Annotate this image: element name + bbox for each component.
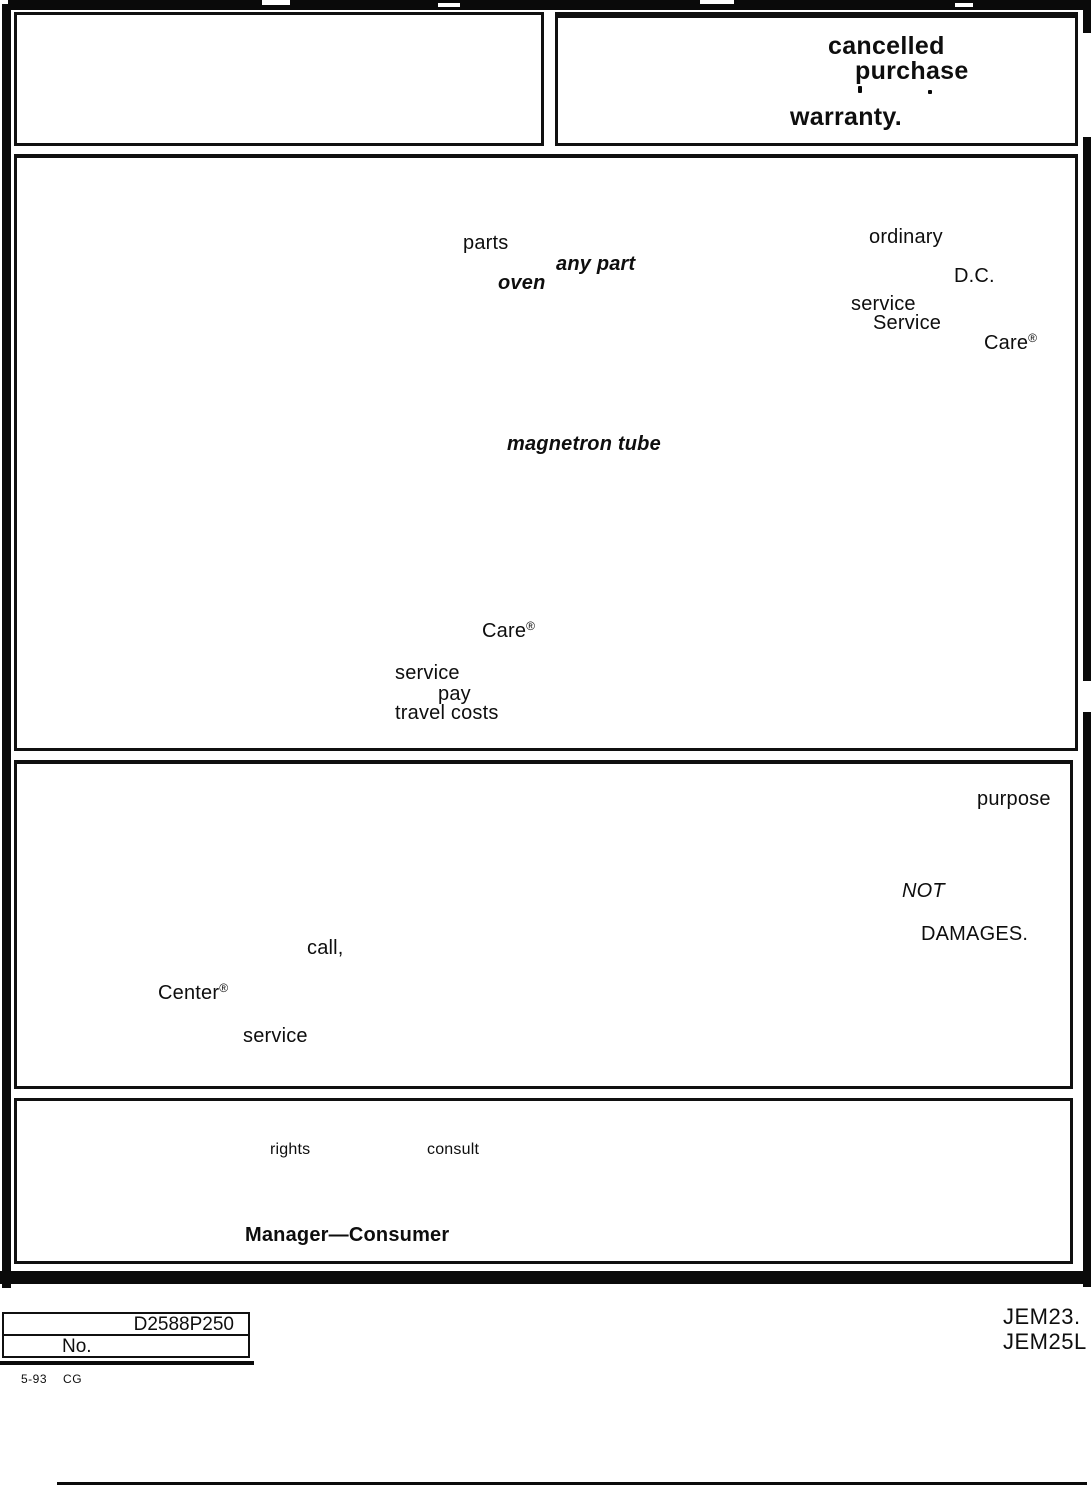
word-magnetron-tube: magnetron tube bbox=[507, 433, 661, 455]
coverage-box bbox=[14, 154, 1078, 751]
word-oven: oven bbox=[498, 272, 546, 294]
word-pay: pay bbox=[438, 683, 471, 705]
word-care-text: Care bbox=[482, 620, 527, 642]
word-care-2: Care® bbox=[482, 620, 535, 642]
scan-edge-bar bbox=[1083, 137, 1091, 681]
registered-mark: ® bbox=[526, 619, 535, 633]
exclusions-box bbox=[14, 760, 1073, 1089]
print-initials: CG bbox=[63, 1372, 83, 1386]
scan-gap bbox=[262, 0, 290, 5]
word-damages: DAMAGES. bbox=[921, 923, 1029, 945]
word-service-3: service bbox=[395, 662, 460, 684]
word-purpose: purpose bbox=[977, 788, 1051, 810]
model-number-1: JEM23. bbox=[1003, 1304, 1081, 1329]
scan-artifact-dot bbox=[928, 90, 932, 94]
word-center-text: Center bbox=[158, 982, 220, 1004]
registered-mark: ® bbox=[219, 981, 229, 995]
scan-artifact-dot bbox=[858, 86, 862, 93]
registered-mark: ® bbox=[1028, 331, 1037, 345]
rights-box bbox=[14, 1098, 1073, 1264]
word-purchase: purchase bbox=[855, 57, 969, 85]
scan-edge-bar bbox=[1083, 712, 1091, 1287]
scan-gap bbox=[438, 3, 460, 7]
word-service-4: service bbox=[243, 1025, 308, 1047]
word-travel-costs: travel costs bbox=[395, 702, 499, 724]
word-service-1: service bbox=[851, 293, 916, 315]
model-number-2: JEM25L bbox=[1003, 1329, 1087, 1354]
word-dc: D.C. bbox=[954, 265, 995, 287]
warranty-header-box bbox=[555, 12, 1078, 146]
word-manager-consumer: Manager—Consumer bbox=[245, 1224, 450, 1246]
scan-gap bbox=[700, 0, 734, 4]
top-left-box bbox=[14, 12, 544, 146]
word-center: Center® bbox=[158, 982, 228, 1004]
word-care-1: Care® bbox=[984, 332, 1037, 354]
word-any-part: any part bbox=[556, 253, 636, 275]
word-rights: rights bbox=[270, 1141, 311, 1158]
part-number-table: D2588P250 No. bbox=[2, 1312, 250, 1358]
word-service-2: Service bbox=[873, 312, 942, 334]
page-border-bottom bbox=[0, 1271, 1086, 1284]
number-label-cell: No. bbox=[62, 1336, 92, 1357]
table-underline bbox=[0, 1361, 254, 1365]
word-call: call, bbox=[307, 937, 344, 959]
word-parts: parts bbox=[463, 232, 509, 254]
part-number-cell: D2588P250 bbox=[4, 1314, 248, 1336]
print-date: 5-93 bbox=[21, 1372, 48, 1386]
scan-gap bbox=[955, 3, 973, 7]
scan-edge-bar bbox=[1083, 10, 1091, 33]
word-warranty: warranty. bbox=[790, 103, 903, 131]
word-care-text: Care bbox=[984, 332, 1029, 354]
word-not: NOT bbox=[902, 880, 945, 902]
bottom-rule bbox=[57, 1482, 1087, 1485]
word-ordinary: ordinary bbox=[869, 226, 943, 248]
page-border-top bbox=[8, 0, 1091, 10]
print-code: 5-93 CG bbox=[21, 1372, 82, 1386]
word-cancelled: cancelled bbox=[828, 32, 945, 60]
word-consult: consult bbox=[427, 1141, 480, 1158]
page-border-left bbox=[2, 4, 11, 1288]
